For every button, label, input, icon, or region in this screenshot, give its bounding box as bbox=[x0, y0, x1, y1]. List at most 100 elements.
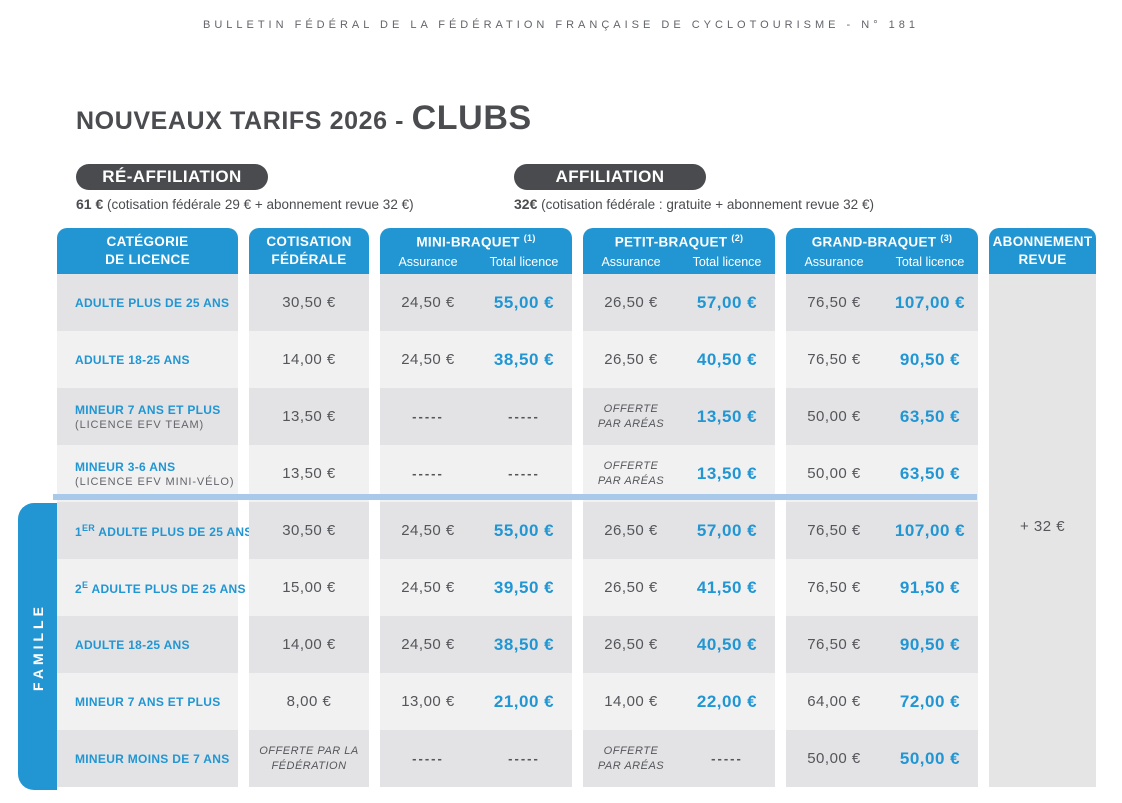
column-header-category: CATÉGORIE DE LICENCE bbox=[57, 228, 238, 274]
cotisation-value: OFFERTE PAR LA FÉDÉRATION bbox=[259, 744, 359, 772]
total-licence-value: 22,00 € bbox=[696, 691, 758, 711]
grand-braquet-subheaders: Assurance Total licence bbox=[786, 255, 978, 269]
total-licence-value: ----- bbox=[508, 409, 540, 424]
assurance-value: 64,00 € bbox=[807, 693, 861, 710]
petit-braquet-cell: OFFERTE PAR ARÉAS 13,50 € bbox=[583, 388, 775, 445]
assurance-value: 76,50 € bbox=[807, 636, 861, 653]
category-sublabel: (LICENCE EFV MINI-VÉLO) bbox=[75, 475, 235, 488]
total-licence-value: 38,50 € bbox=[493, 634, 555, 654]
assurance-value: 24,50 € bbox=[401, 294, 455, 311]
mini-braquet-subheaders: Assurance Total licence bbox=[380, 255, 572, 269]
total-licence-value: 39,50 € bbox=[493, 577, 555, 597]
cotisation-value: 30,50 € bbox=[282, 522, 336, 539]
assurance-value: 76,50 € bbox=[807, 522, 861, 539]
column-header-abonnement-label: ABONNEMENT REVUE bbox=[992, 233, 1093, 267]
mini-braquet-cell: 24,50 € 55,00 € bbox=[380, 274, 572, 331]
category-label: MINEUR MOINS DE 7 ANS bbox=[75, 751, 230, 766]
grand-braquet-cell: 50,00 € 63,50 € bbox=[786, 445, 978, 502]
petit-braquet-cell: OFFERTE PAR ARÉAS ----- bbox=[583, 730, 775, 787]
total-licence-value: 21,00 € bbox=[493, 691, 555, 711]
cotisation-cell: 13,50 € bbox=[249, 445, 369, 502]
total-licence-value: 63,50 € bbox=[899, 463, 961, 483]
category-label: ADULTE 18-25 ANS bbox=[75, 352, 190, 367]
cotisation-value: 13,50 € bbox=[282, 408, 336, 425]
total-licence-value: 57,00 € bbox=[696, 292, 758, 312]
category-cell: MINEUR 7 ANS ET PLUS bbox=[57, 673, 238, 730]
assurance-value: 76,50 € bbox=[807, 294, 861, 311]
cotisation-cell: 13,50 € bbox=[249, 388, 369, 445]
grand-braquet-cell: 64,00 € 72,00 € bbox=[786, 673, 978, 730]
cotisation-cell: 30,50 € bbox=[249, 274, 369, 331]
assurance-value: 50,00 € bbox=[807, 408, 861, 425]
family-section-tab: FAMILLE bbox=[18, 503, 57, 790]
page-title-prefix: NOUVEAUX TARIFS 2026 - bbox=[76, 107, 412, 135]
assurance-value: 24,50 € bbox=[401, 579, 455, 596]
reaffiliation-price: 61 € bbox=[76, 196, 104, 212]
mini-braquet-cell: 24,50 € 38,50 € bbox=[380, 331, 572, 388]
category-cell: MINEUR MOINS DE 7 ANS bbox=[57, 730, 238, 787]
cotisation-value: 30,50 € bbox=[282, 294, 336, 311]
mini-braquet-cell: ----- ----- bbox=[380, 445, 572, 502]
category-sublabel: (LICENCE EFV TEAM) bbox=[75, 418, 205, 431]
assurance-value: 26,50 € bbox=[604, 522, 658, 539]
column-header-category-label: CATÉGORIE DE LICENCE bbox=[105, 233, 190, 267]
category-label: ADULTE PLUS DE 25 ANS bbox=[75, 295, 230, 310]
category-cell: MINEUR 7 ANS ET PLUS (LICENCE EFV TEAM) bbox=[57, 388, 238, 445]
subheader-total-licence: Total licence bbox=[692, 255, 762, 269]
category-cell: 1ER ADULTE PLUS DE 25 ANS bbox=[57, 502, 252, 559]
petit-braquet-subheaders: Assurance Total licence bbox=[583, 255, 775, 269]
total-licence-value: 63,50 € bbox=[899, 406, 961, 426]
total-licence-value: ----- bbox=[508, 751, 540, 766]
total-licence-value: ----- bbox=[711, 751, 743, 766]
total-licence-value: 91,50 € bbox=[899, 577, 961, 597]
subheader-assurance: Assurance bbox=[398, 255, 458, 269]
reaffiliation-badge-label: RÉ-AFFILIATION bbox=[102, 167, 242, 186]
assurance-value: ----- bbox=[412, 409, 444, 424]
total-licence-value: 72,00 € bbox=[899, 691, 961, 711]
bulletin-header: BULLETIN FÉDÉRAL DE LA FÉDÉRATION FRANÇA… bbox=[202, 19, 920, 31]
tariff-table: CATÉGORIE DE LICENCE COTISATION FÉDÉRALE… bbox=[18, 228, 1096, 790]
column-header-abonnement-revue: ABONNEMENT REVUE bbox=[989, 228, 1096, 274]
category-label: MINEUR 7 ANS ET PLUS bbox=[75, 402, 221, 417]
category-label: MINEUR 7 ANS ET PLUS bbox=[75, 694, 221, 709]
column-header-cotisation-label: COTISATION FÉDÉRALE bbox=[266, 233, 352, 267]
assurance-value: 24,50 € bbox=[401, 522, 455, 539]
assurance-value: OFFERTE PAR ARÉAS bbox=[597, 744, 665, 772]
grand-braquet-cell: 76,50 € 107,00 € bbox=[786, 502, 978, 559]
total-licence-value: 41,50 € bbox=[696, 577, 758, 597]
mini-braquet-cell: 13,00 € 21,00 € bbox=[380, 673, 572, 730]
affiliation-badge: AFFILIATION bbox=[514, 164, 706, 190]
petit-braquet-cell: 26,50 € 41,50 € bbox=[583, 559, 775, 616]
assurance-value: 13,00 € bbox=[401, 693, 455, 710]
assurance-value: OFFERTE PAR ARÉAS bbox=[597, 459, 665, 487]
abonnement-revue-cell: + 32 € bbox=[989, 274, 1096, 787]
assurance-value: 50,00 € bbox=[807, 465, 861, 482]
total-licence-value: 13,50 € bbox=[696, 463, 758, 483]
cotisation-cell: 15,00 € bbox=[249, 559, 369, 616]
column-header-cotisation: COTISATION FÉDÉRALE bbox=[249, 228, 369, 274]
total-licence-value: 50,00 € bbox=[899, 748, 961, 768]
affiliation-price: 32€ bbox=[514, 196, 538, 212]
assurance-value: 26,50 € bbox=[604, 351, 658, 368]
column-header-grand-braquet: GRAND-BRAQUET (3) Assurance Total licence bbox=[786, 228, 978, 274]
assurance-value: 26,50 € bbox=[604, 294, 658, 311]
affiliation-detail: (cotisation fédérale : gratuite + abonne… bbox=[537, 197, 874, 212]
grand-braquet-cell: 76,50 € 90,50 € bbox=[786, 616, 978, 673]
assurance-value: 24,50 € bbox=[401, 351, 455, 368]
category-cell: ADULTE 18-25 ANS bbox=[57, 616, 238, 673]
cotisation-value: 13,50 € bbox=[282, 465, 336, 482]
grand-braquet-cell: 76,50 € 90,50 € bbox=[786, 331, 978, 388]
petit-braquet-cell: 26,50 € 57,00 € bbox=[583, 274, 775, 331]
category-label: 1ER ADULTE PLUS DE 25 ANS bbox=[75, 522, 253, 539]
assurance-value: OFFERTE PAR ARÉAS bbox=[597, 402, 665, 430]
mini-braquet-cell: 24,50 € 39,50 € bbox=[380, 559, 572, 616]
reaffiliation-detail: (cotisation fédérale 29 € + abonnement r… bbox=[103, 197, 414, 212]
family-section-divider bbox=[53, 494, 977, 500]
assurance-value: 26,50 € bbox=[604, 579, 658, 596]
category-label: 2E ADULTE PLUS DE 25 ANS bbox=[75, 579, 246, 596]
column-header-petit-braquet: PETIT-BRAQUET (2) Assurance Total licence bbox=[583, 228, 775, 274]
assurance-value: 24,50 € bbox=[401, 636, 455, 653]
assurance-value: 76,50 € bbox=[807, 351, 861, 368]
total-licence-value: 13,50 € bbox=[696, 406, 758, 426]
total-licence-value: 38,50 € bbox=[493, 349, 555, 369]
